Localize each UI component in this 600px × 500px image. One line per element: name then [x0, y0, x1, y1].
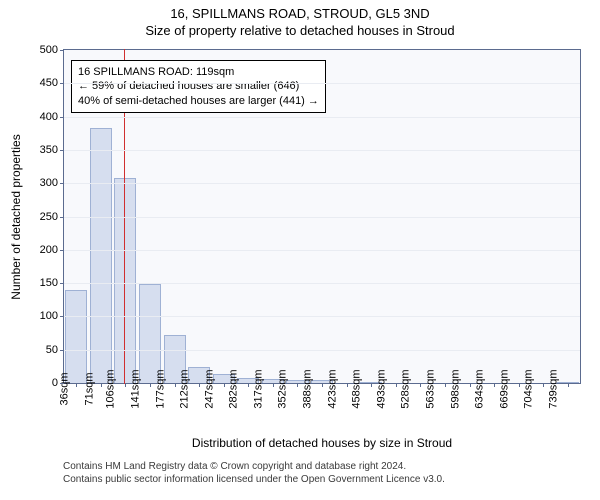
title-line1: 16, SPILLMANS ROAD, STROUD, GL5 3ND	[0, 6, 600, 23]
xtick-mark	[445, 383, 446, 387]
ytick-label: 100	[40, 310, 58, 322]
bar	[65, 290, 87, 383]
gridline	[64, 250, 580, 251]
title-line2: Size of property relative to detached ho…	[0, 23, 600, 40]
xtick-label: 423sqm	[326, 369, 338, 408]
annotation-line2: ← 59% of detached houses are smaller (64…	[78, 79, 319, 93]
x-axis-label: Distribution of detached houses by size …	[63, 436, 581, 450]
xtick-label: 739sqm	[547, 369, 559, 408]
annotation-line1: 16 SPILLMANS ROAD: 119sqm	[78, 65, 319, 79]
footer-attribution: Contains HM Land Registry data © Crown c…	[63, 460, 445, 486]
footer-line2: Contains public sector information licen…	[63, 473, 445, 486]
xtick-mark	[297, 383, 298, 387]
xtick-label: 177sqm	[154, 369, 166, 408]
ytick-mark	[60, 83, 64, 84]
ytick-mark	[60, 50, 64, 51]
xtick-mark	[150, 383, 151, 387]
ytick-mark	[60, 250, 64, 251]
ytick-label: 350	[40, 144, 58, 156]
xtick-label: 563sqm	[424, 369, 436, 408]
xtick-label: 388sqm	[301, 369, 313, 408]
xtick-mark	[470, 383, 471, 387]
ytick-mark	[60, 117, 64, 118]
ytick-mark	[60, 150, 64, 151]
xtick-label: 71sqm	[83, 372, 95, 405]
ytick-label: 400	[40, 111, 58, 123]
y-axis-label: Number of detached properties	[9, 134, 23, 299]
ytick-mark	[60, 283, 64, 284]
xtick-label: 212sqm	[179, 369, 191, 408]
ytick-label: 0	[52, 377, 58, 389]
xtick-label: 598sqm	[449, 369, 461, 408]
xtick-mark	[175, 383, 176, 387]
chart-title: 16, SPILLMANS ROAD, STROUD, GL5 3ND Size…	[0, 0, 600, 40]
xtick-label: 352sqm	[277, 369, 289, 408]
annotation-box: 16 SPILLMANS ROAD: 119sqm ← 59% of detac…	[71, 60, 326, 113]
xtick-label: 282sqm	[228, 369, 240, 408]
ytick-mark	[60, 316, 64, 317]
plot-area: 36sqm71sqm106sqm141sqm177sqm212sqm247sqm…	[63, 49, 581, 384]
xtick-mark	[101, 383, 102, 387]
bar	[114, 178, 136, 383]
ytick-label: 300	[40, 177, 58, 189]
xtick-mark	[420, 383, 421, 387]
xtick-mark	[322, 383, 323, 387]
ytick-mark	[60, 350, 64, 351]
xtick-mark	[248, 383, 249, 387]
footer-line1: Contains HM Land Registry data © Crown c…	[63, 460, 445, 473]
xtick-mark	[519, 383, 520, 387]
gridline	[64, 83, 580, 84]
ytick-label: 150	[40, 277, 58, 289]
xtick-label: 493sqm	[375, 369, 387, 408]
xtick-mark	[396, 383, 397, 387]
xtick-mark	[347, 383, 348, 387]
xtick-mark	[125, 383, 126, 387]
ytick-mark	[60, 217, 64, 218]
gridline	[64, 350, 580, 351]
xtick-label: 36sqm	[59, 372, 71, 405]
xtick-label: 669sqm	[498, 369, 510, 408]
ytick-mark	[60, 383, 64, 384]
gridline	[64, 316, 580, 317]
ytick-label: 200	[40, 244, 58, 256]
xtick-label: 317sqm	[252, 369, 264, 408]
xtick-label: 528sqm	[400, 369, 412, 408]
gridline	[64, 150, 580, 151]
gridline	[64, 183, 580, 184]
ytick-label: 450	[40, 77, 58, 89]
xtick-mark	[494, 383, 495, 387]
gridline	[64, 217, 580, 218]
xtick-label: 704sqm	[523, 369, 535, 408]
xtick-mark	[543, 383, 544, 387]
ytick-mark	[60, 183, 64, 184]
ytick-label: 500	[40, 44, 58, 56]
xtick-mark	[371, 383, 372, 387]
xtick-label: 141sqm	[129, 369, 141, 408]
annotation-line3: 40% of semi-detached houses are larger (…	[78, 94, 319, 108]
ytick-label: 50	[46, 344, 58, 356]
gridline	[64, 283, 580, 284]
ytick-label: 250	[40, 211, 58, 223]
xtick-mark	[224, 383, 225, 387]
bar	[139, 284, 161, 383]
xtick-mark	[273, 383, 274, 387]
xtick-mark	[199, 383, 200, 387]
xtick-mark	[76, 383, 77, 387]
xtick-label: 634sqm	[474, 369, 486, 408]
gridline	[64, 117, 580, 118]
xtick-label: 458sqm	[351, 369, 363, 408]
xtick-mark	[568, 383, 569, 387]
xtick-label: 106sqm	[105, 369, 117, 408]
xtick-label: 247sqm	[203, 369, 215, 408]
bar	[90, 128, 112, 383]
